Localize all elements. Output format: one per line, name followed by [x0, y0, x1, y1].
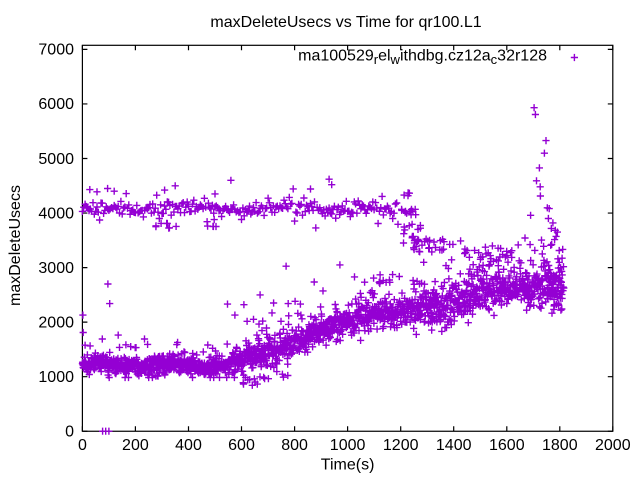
svg-text:7000: 7000 [38, 42, 74, 59]
svg-text:1000: 1000 [38, 369, 74, 386]
svg-text:600: 600 [228, 437, 255, 454]
svg-text:1600: 1600 [489, 437, 525, 454]
svg-text:0: 0 [65, 424, 74, 441]
svg-text:maxDeleteUsecs vs Time for qr1: maxDeleteUsecs vs Time for qr100.L1 [210, 14, 481, 31]
svg-text:1200: 1200 [383, 437, 419, 454]
svg-text:Time(s): Time(s) [321, 457, 375, 474]
svg-text:400: 400 [175, 437, 202, 454]
svg-text:1800: 1800 [542, 437, 578, 454]
svg-text:3000: 3000 [38, 260, 74, 277]
svg-text:4000: 4000 [38, 205, 74, 222]
svg-text:ma100529relwithdbg.cz12ac32r12: ma100529relwithdbg.cz12ac32r128 [298, 47, 547, 67]
svg-text:800: 800 [281, 437, 308, 454]
svg-text:maxDeleteUsecs: maxDeleteUsecs [7, 185, 24, 306]
svg-text:6000: 6000 [38, 96, 74, 113]
svg-text:1400: 1400 [436, 437, 472, 454]
svg-text:1000: 1000 [330, 437, 366, 454]
svg-text:2000: 2000 [595, 437, 631, 454]
svg-text:200: 200 [122, 437, 149, 454]
svg-text:2000: 2000 [38, 314, 74, 331]
svg-text:0: 0 [78, 437, 87, 454]
svg-text:5000: 5000 [38, 151, 74, 168]
